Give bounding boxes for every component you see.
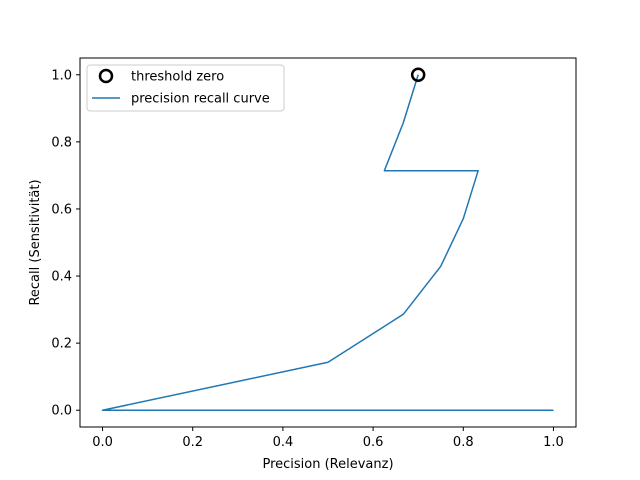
x-tick-label: 0.6 [363,435,384,450]
legend-frame [86,64,285,112]
plot-background [80,58,576,427]
marker-layer [410,67,426,83]
y-axis-title: Recall (Sensitivität) [28,179,43,305]
y-tick-label: 0.8 [51,135,72,150]
x-axis-ticks: 0.0 0.2 0.4 0.6 0.8 1.0 [92,427,564,450]
legend: threshold zero precision recall curve [86,64,285,112]
y-tick-label: 1.0 [51,68,72,83]
y-tick-label: 0.2 [51,337,72,352]
legend-label-threshold-zero: threshold zero [131,70,224,85]
x-tick-label: 1.0 [543,435,564,450]
marker-threshold-zero [410,67,426,83]
x-tick-label: 0.4 [273,435,294,450]
y-axis-ticks: 0.0 0.2 0.4 0.6 0.8 1.0 [51,68,80,419]
y-tick-label: 0.6 [51,202,72,217]
x-tick-label: 0.8 [453,435,474,450]
y-tick-label: 0.0 [51,404,72,419]
series-layer [101,74,554,411]
x-tick-label: 0.2 [182,435,203,450]
plot-frame [79,57,577,428]
legend-label-precision-recall-curve: precision recall curve [131,92,270,107]
series-line-precision-recall-curve [101,74,554,411]
x-tick-label: 0.0 [92,435,113,450]
legend-marker-threshold-zero [98,68,114,84]
y-tick-label: 0.4 [51,270,72,285]
x-axis-title: Precision (Relevanz) [262,457,393,472]
